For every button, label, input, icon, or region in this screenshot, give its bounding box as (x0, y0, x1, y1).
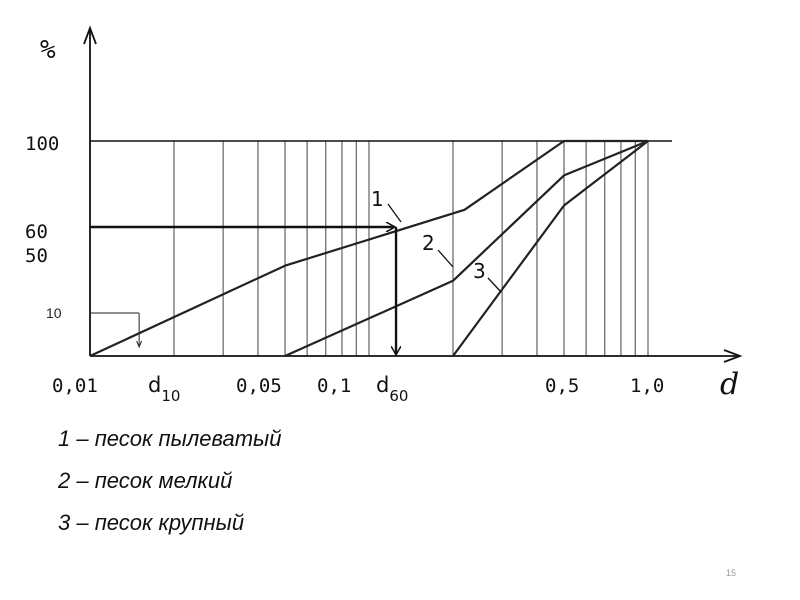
series-line-3 (452, 140, 649, 357)
series-line-2 (284, 139, 649, 358)
x-axis-label: d (720, 367, 739, 402)
legend-item-3: 3 – песок крупный (58, 510, 245, 535)
y-tick-label: 100 (25, 133, 59, 155)
x-tick-label: 0,05 (236, 375, 282, 397)
y-tick-label: 50 (25, 245, 48, 267)
legend-item-2: 2 – песок мелкий (58, 468, 233, 493)
vertical-gridlines (173, 141, 649, 356)
series-label-leader (387, 203, 402, 223)
series-label-2: 2 (422, 231, 435, 255)
d10-arrow-head (136, 340, 143, 349)
series-label-1: 1 (371, 187, 384, 211)
d60-axis-label: d60 (376, 373, 408, 405)
legend-item-1: 1 – песок пылеватый (58, 426, 282, 451)
axes (83, 25, 743, 363)
y-tick-label: 60 (25, 221, 48, 243)
series-line-1 (89, 139, 648, 357)
x-tick-label: 0,01 (52, 375, 98, 397)
series-label-leader (487, 277, 502, 293)
y-axis-arrow (83, 25, 97, 45)
annotations: 1 2 3 10 (46, 187, 502, 354)
series-label-leader (437, 249, 454, 268)
x-tick-label: 0,1 (317, 375, 351, 397)
d10-axis-label: d10 (148, 373, 180, 405)
y-axis-label: % (40, 35, 56, 65)
x-tick-label: 1,0 (630, 375, 664, 397)
x-tick-label: 0,5 (545, 375, 579, 397)
series-label-3: 3 (473, 259, 486, 283)
d10-level-label: 10 (46, 305, 62, 321)
x-axis-arrow (723, 349, 743, 363)
page-number: 15 (726, 568, 737, 578)
series-lines (89, 139, 649, 358)
